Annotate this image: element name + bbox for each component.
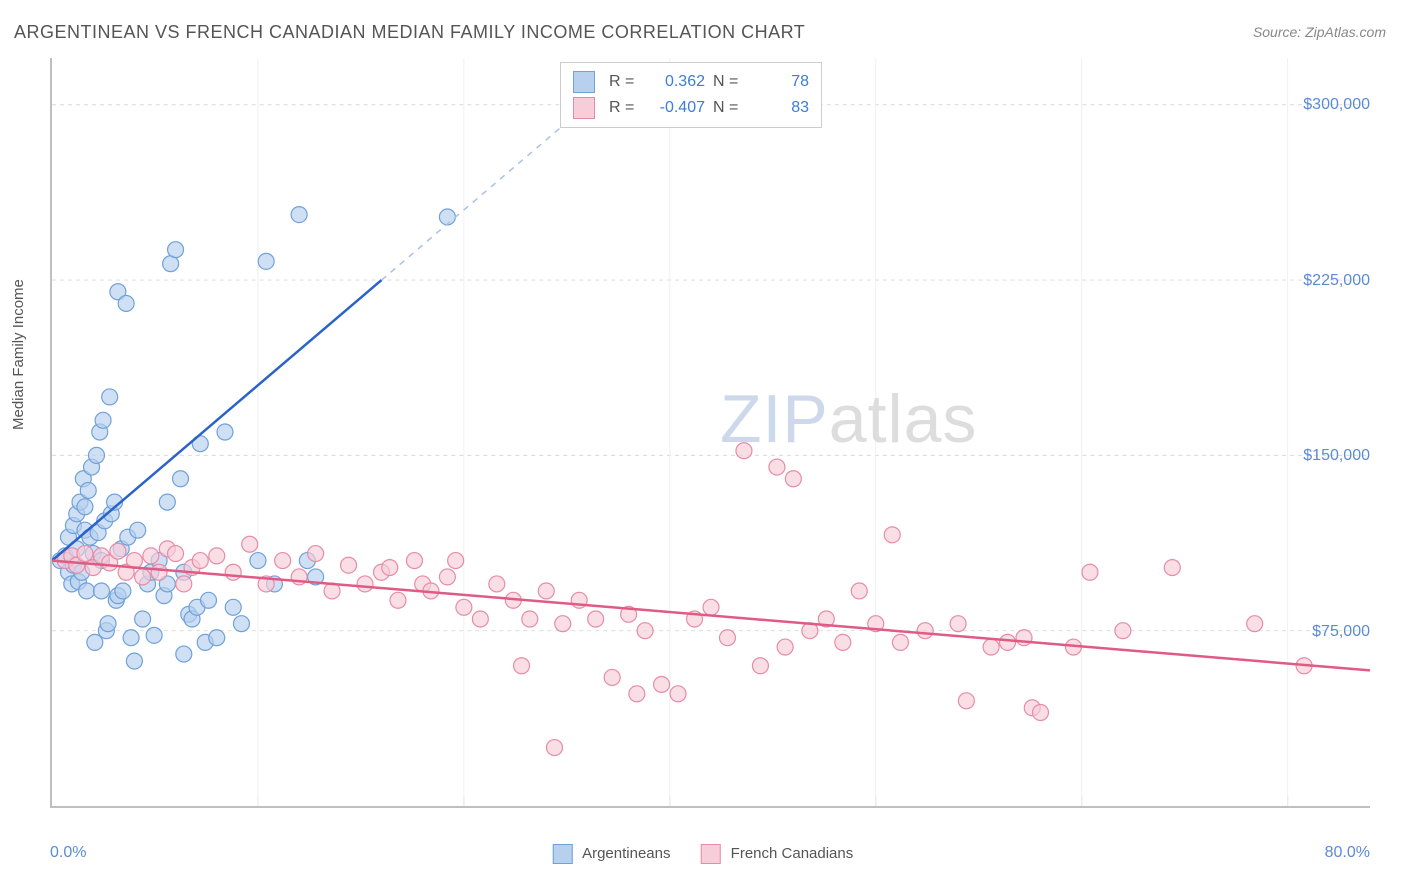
y-tick-label: $75,000: [1312, 623, 1370, 641]
legend-bottom: Argentineans French Canadians: [553, 844, 854, 864]
legend-series-1: Argentineans: [553, 844, 671, 864]
y-tick-label: $300,000: [1303, 96, 1370, 114]
y-tick-label: $225,000: [1303, 272, 1370, 290]
y-axis-label: Median Family Income: [10, 279, 27, 430]
n-label: N =: [713, 99, 741, 117]
swatch-series-2: [701, 844, 721, 864]
n-value-2: 83: [749, 99, 809, 117]
r-label: R =: [609, 99, 637, 117]
plot-area: [50, 58, 1370, 808]
r-value-2: -0.407: [645, 99, 705, 117]
legend-label-2: French Canadians: [731, 845, 854, 862]
n-value-1: 78: [749, 73, 809, 91]
correlation-row-1: R = 0.362 N = 78: [573, 69, 809, 95]
legend-label-1: Argentineans: [582, 845, 670, 862]
legend-series-2: French Canadians: [701, 844, 854, 864]
y-tick-label: $150,000: [1303, 447, 1370, 465]
n-label: N =: [713, 73, 741, 91]
x-axis-min-label: 0.0%: [50, 844, 86, 862]
correlation-legend: R = 0.362 N = 78 R = -0.407 N = 83: [560, 62, 822, 128]
swatch-series-1: [553, 844, 573, 864]
correlation-row-2: R = -0.407 N = 83: [573, 95, 809, 121]
swatch-icon: [573, 71, 595, 93]
swatch-icon: [573, 97, 595, 119]
r-label: R =: [609, 73, 637, 91]
chart-title: ARGENTINEAN VS FRENCH CANADIAN MEDIAN FA…: [14, 22, 805, 43]
chart-svg: [52, 58, 1370, 806]
x-axis-max-label: 80.0%: [1325, 844, 1370, 862]
r-value-1: 0.362: [645, 73, 705, 91]
source-attribution: Source: ZipAtlas.com: [1253, 24, 1386, 40]
